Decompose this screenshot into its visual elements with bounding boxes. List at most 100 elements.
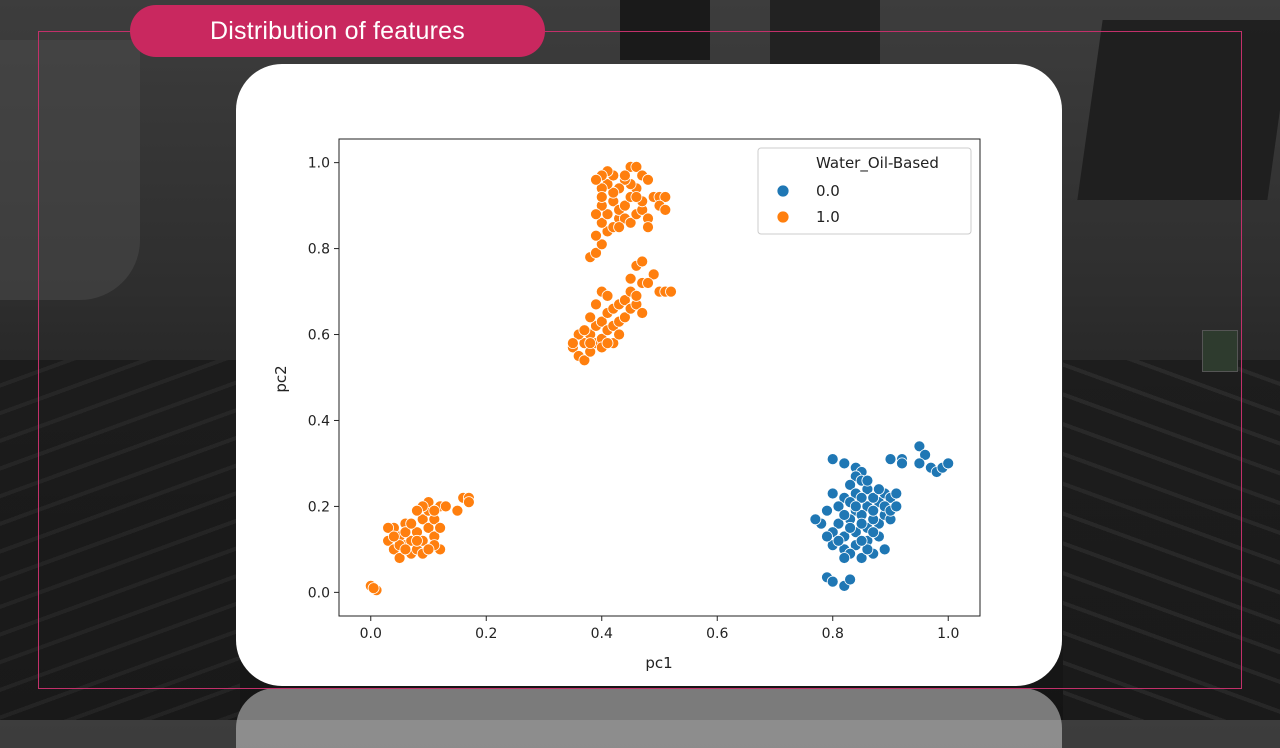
data-point-series-0-73 xyxy=(844,573,856,586)
legend-marker-0 xyxy=(776,184,790,198)
data-point-series-1-121 xyxy=(659,191,672,203)
data-point-series-1-35 xyxy=(428,504,441,517)
data-point-series-1-59 xyxy=(618,311,631,324)
data-point-series-0-69 xyxy=(942,457,955,470)
data-point-series-0-71 xyxy=(826,575,839,588)
data-point-series-1-2 xyxy=(367,582,380,594)
data-point-series-1-118 xyxy=(642,173,654,186)
data-point-series-0-12 xyxy=(832,500,845,513)
data-point-series-1-41 xyxy=(462,496,475,509)
data-point-series-0-13 xyxy=(821,504,833,517)
data-point-series-1-113 xyxy=(630,191,643,203)
scatter-chart: 0.0 0.2 0.4 0.6 0.8 1.0 0.0 0.2 0.4 0.6 0.8 1.0 pc1… xyxy=(272,138,981,672)
data-point-series-1-123 xyxy=(659,203,672,216)
points-layer xyxy=(364,161,955,597)
data-point-series-1-94 xyxy=(601,208,614,221)
data-point-series-0-49 xyxy=(861,474,874,487)
data-point-series-1-81 xyxy=(647,268,660,281)
data-point-series-1-129 xyxy=(590,173,602,186)
data-point-series-1-32 xyxy=(422,543,435,556)
data-point-series-1-76 xyxy=(566,337,579,350)
data-point-series-1-78 xyxy=(636,255,649,268)
data-point-series-1-104 xyxy=(607,186,620,199)
data-point-series-1-33 xyxy=(411,534,423,547)
data-point-series-1-87 xyxy=(590,246,602,259)
data-point-series-1-63 xyxy=(630,289,643,302)
data-point-series-1-88 xyxy=(595,238,608,251)
data-point-series-0-17 xyxy=(867,491,880,504)
data-point-series-1-124 xyxy=(642,221,654,234)
data-point-series-1-68 xyxy=(584,311,597,324)
data-point-series-0-62 xyxy=(896,457,908,470)
data-point-series-1-58 xyxy=(618,294,631,307)
data-point-series-0-45 xyxy=(821,530,833,543)
data-point-series-1-98 xyxy=(618,199,631,212)
data-point-series-1-7 xyxy=(393,552,406,564)
data-point-series-1-28 xyxy=(405,517,418,530)
data-point-series-0-60 xyxy=(884,453,897,466)
data-point-series-0-56 xyxy=(855,517,868,530)
data-point-series-0-50 xyxy=(844,521,856,534)
legend-box xyxy=(757,147,972,235)
data-point-series-0-55 xyxy=(838,509,851,521)
data-point-series-0-43 xyxy=(861,543,874,556)
data-point-series-0-23 xyxy=(832,517,845,530)
legend-marker-1 xyxy=(776,210,790,224)
y-tick-label-0: 0.0 xyxy=(308,585,330,601)
data-point-series-0-46 xyxy=(867,504,880,517)
y-tick-label-5: 1.0 xyxy=(308,156,330,172)
data-point-series-0-25 xyxy=(809,513,822,526)
legend-label-1: 1.0 xyxy=(816,208,840,226)
legend-label-0: 0.0 xyxy=(816,182,840,200)
y-tick-label-3: 0.6 xyxy=(308,328,330,344)
legend: Water_Oil-Based 0.0 1.0 xyxy=(757,147,972,235)
legend-title: Water_Oil-Based xyxy=(816,154,939,173)
data-point-series-1-71 xyxy=(613,328,626,341)
chart-card: 0.0 0.2 0.4 0.6 0.8 1.0 0.0 0.2 0.4 0.6 0.8 1.0 pc1… xyxy=(236,64,1062,686)
data-point-series-0-54 xyxy=(849,500,862,513)
y-axis-label: pc2 xyxy=(272,365,290,392)
data-point-series-0-6 xyxy=(844,478,856,491)
data-point-series-1-36 xyxy=(439,500,452,513)
data-point-series-0-63 xyxy=(913,440,926,453)
slide-title: Distribution of features xyxy=(130,5,545,57)
data-point-series-0-1 xyxy=(838,457,851,470)
data-point-series-0-57 xyxy=(867,526,880,539)
y-tick-label-4: 0.8 xyxy=(308,242,330,258)
data-point-series-1-131 xyxy=(590,208,602,221)
data-point-series-1-26 xyxy=(399,526,412,539)
data-point-series-0-0 xyxy=(826,453,839,466)
slide-frame xyxy=(38,31,1242,689)
data-point-series-0-42 xyxy=(878,543,891,556)
data-point-series-0-53 xyxy=(890,500,903,513)
data-point-series-1-125 xyxy=(613,221,626,234)
data-point-series-1-116 xyxy=(618,169,631,182)
x-tick-label-5: 1.0 xyxy=(937,626,959,642)
data-point-series-1-23 xyxy=(411,504,423,517)
data-point-series-0-59 xyxy=(838,552,851,564)
data-point-series-1-75 xyxy=(584,337,597,350)
data-point-series-1-74 xyxy=(601,337,614,350)
data-point-series-1-91 xyxy=(595,216,608,229)
x-tick-label-4: 0.8 xyxy=(822,626,844,642)
data-point-series-0-40 xyxy=(855,552,868,564)
data-point-series-0-48 xyxy=(873,483,885,496)
data-point-series-1-79 xyxy=(624,272,637,285)
data-point-series-1-38 xyxy=(451,504,464,517)
data-point-series-1-115 xyxy=(630,161,643,173)
data-point-series-1-73 xyxy=(578,324,591,337)
data-point-series-1-130 xyxy=(595,191,608,203)
data-point-series-1-50 xyxy=(595,315,608,328)
data-point-series-1-16 xyxy=(422,521,435,534)
data-point-series-0-44 xyxy=(832,534,845,547)
data-point-series-0-64 xyxy=(919,448,931,461)
data-point-series-1-45 xyxy=(578,354,591,367)
data-point-series-1-84 xyxy=(665,285,677,298)
data-point-series-1-67 xyxy=(590,298,602,311)
x-tick-label-0: 0.0 xyxy=(360,626,382,642)
data-point-series-0-65 xyxy=(913,457,926,470)
x-axis-label: pc1 xyxy=(645,654,672,672)
data-point-series-0-58 xyxy=(855,534,868,547)
y-tick-label-1: 0.2 xyxy=(308,499,330,515)
data-point-series-1-64 xyxy=(636,307,649,319)
